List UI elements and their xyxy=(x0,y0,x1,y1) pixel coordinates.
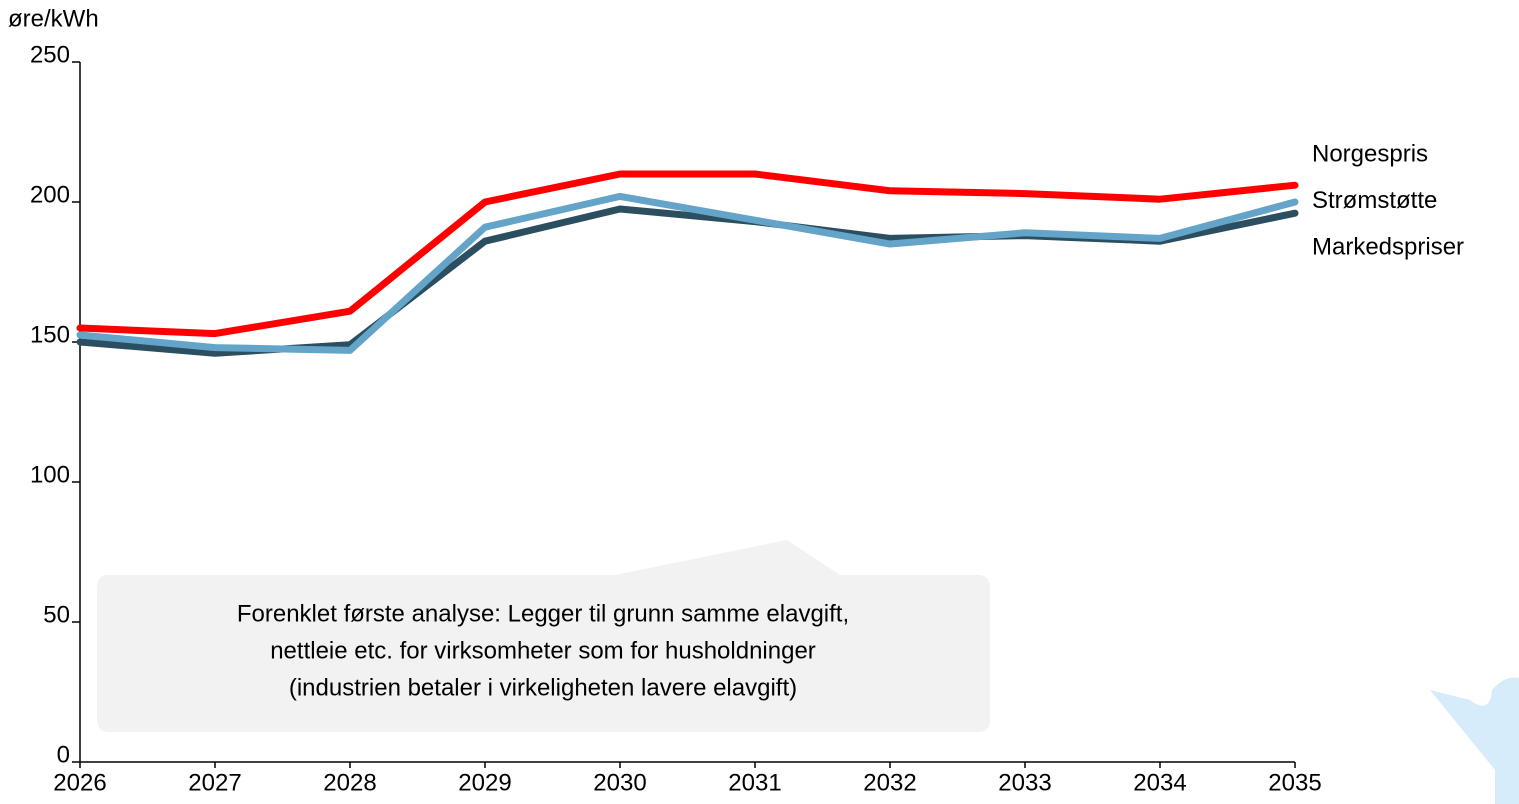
annotation-text: nettleie etc. for virksomheter som for h… xyxy=(270,637,816,664)
annotation-text: (industrien betaler i virkeligheten lave… xyxy=(289,674,797,701)
x-tick-label: 2027 xyxy=(188,769,241,796)
line-series xyxy=(76,170,1299,338)
legend-label: Norgespris xyxy=(1312,140,1428,167)
y-tick-label: 50 xyxy=(43,601,70,628)
annotation-text: Forenklet første analyse: Legger til gru… xyxy=(237,600,849,627)
x-tick-label: 2035 xyxy=(1268,769,1321,796)
x-tick-label: 2033 xyxy=(998,769,1051,796)
legend-label: Markedspriser xyxy=(1312,233,1464,260)
x-tick-label: 2031 xyxy=(728,769,781,796)
y-tick-label: 100 xyxy=(30,461,70,488)
annotation-box xyxy=(97,540,990,732)
x-tick-label: 2028 xyxy=(323,769,376,796)
x-tick-label: 2026 xyxy=(53,769,106,796)
decoration xyxy=(1430,677,1519,804)
legend-label: Strømstøtte xyxy=(1312,187,1437,214)
y-axis-label: øre/kWh xyxy=(8,5,99,32)
x-tick-label: 2029 xyxy=(458,769,511,796)
x-tick-label: 2030 xyxy=(593,769,646,796)
line-series xyxy=(76,192,1299,354)
y-tick-label: 0 xyxy=(57,741,70,768)
line-series xyxy=(76,205,1299,357)
y-tick-label: 150 xyxy=(30,321,70,348)
x-tick-label: 2032 xyxy=(863,769,916,796)
x-tick-label: 2034 xyxy=(1133,769,1186,796)
y-tick-label: 200 xyxy=(30,181,70,208)
y-tick-label: 250 xyxy=(30,41,70,68)
